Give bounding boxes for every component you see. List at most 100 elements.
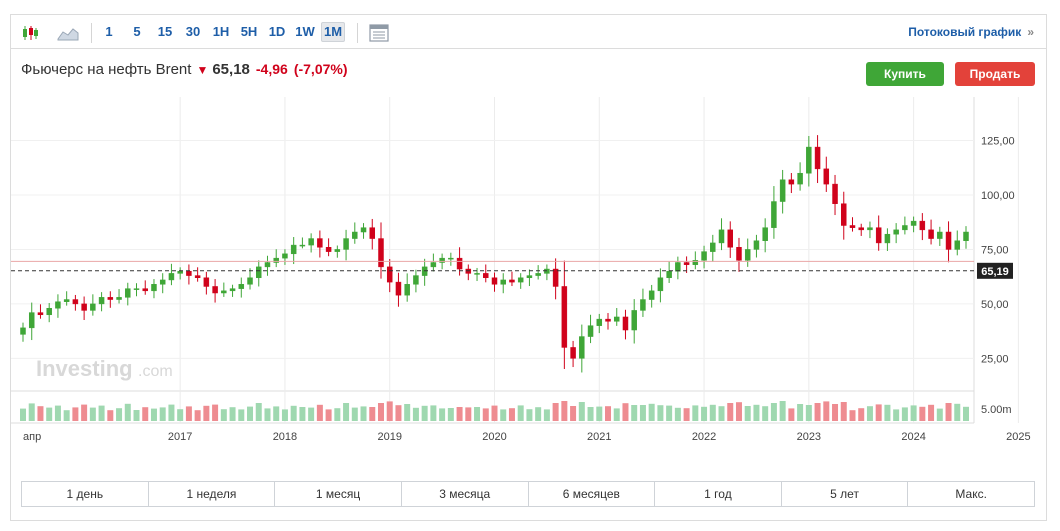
volume-bar [683, 408, 690, 421]
volume-bar [54, 405, 61, 421]
candle-body [386, 266, 393, 283]
candle-body [308, 238, 314, 246]
volume-bar [107, 410, 114, 421]
volume-bar [779, 401, 786, 421]
volume-bar [849, 410, 856, 421]
volume-bar [116, 408, 123, 421]
range-6m[interactable]: 6 месяцев [529, 482, 656, 506]
interval-5[interactable]: 5 [133, 24, 141, 39]
candle-body [491, 277, 498, 285]
range-1m[interactable]: 1 месяц [275, 482, 402, 506]
y-tick-label: 75,00 [981, 244, 1009, 256]
candlestick-chart-icon[interactable] [17, 21, 43, 45]
interval-1m[interactable]: 1M [321, 22, 345, 42]
interval-1[interactable]: 1 [105, 24, 113, 39]
volume-bar [884, 404, 891, 421]
streaming-chart-label: Потоковый график [908, 25, 1022, 39]
candle-body [177, 270, 183, 274]
candle-body [893, 229, 899, 235]
volume-bar [273, 406, 280, 421]
volume-bars [20, 401, 969, 421]
x-tick-label: 2018 [273, 431, 297, 443]
volume-bar [832, 404, 839, 421]
down-arrow-icon: ▼ [196, 63, 209, 77]
toolbar-divider [357, 23, 358, 43]
volume-bar [596, 406, 603, 421]
volume-bar [797, 404, 804, 421]
candle-body [317, 238, 323, 248]
volume-bar [561, 401, 568, 421]
candle-body [273, 257, 279, 263]
candle-body [945, 231, 952, 250]
volume-bar [46, 407, 53, 421]
candle-body [779, 179, 786, 202]
range-1d[interactable]: 1 день [22, 482, 149, 506]
candle-body [587, 325, 594, 337]
volume-bar [124, 403, 131, 421]
candle-body [902, 225, 908, 231]
candle-body [474, 273, 480, 275]
volume-bar [858, 408, 865, 421]
interval-1w[interactable]: 1W [295, 24, 315, 39]
volume-bar [281, 409, 288, 421]
candle-body [596, 318, 603, 326]
price-chart[interactable]: Investing .com 25,0050,0075,00100,00125,… [11, 15, 1046, 477]
candle-body [875, 227, 882, 244]
sell-button[interactable]: Продать [955, 62, 1035, 86]
volume-bar [412, 407, 419, 421]
volume-bar [238, 409, 245, 421]
volume-bar [168, 404, 175, 421]
volume-bar [386, 401, 393, 421]
volume-bar [866, 406, 873, 421]
candle-body [133, 288, 140, 290]
interval-30[interactable]: 30 [185, 24, 201, 39]
volume-bar [290, 405, 297, 421]
volume-bar [377, 403, 384, 421]
table-view-icon[interactable] [366, 21, 392, 45]
volume-bar [439, 408, 446, 421]
range-5y[interactable]: 5 лет [782, 482, 909, 506]
candle-body [753, 240, 760, 250]
x-axis-labels: апр 2017 2018 2019 2020 2021 2022 2023 2024 2025 [23, 431, 1031, 443]
candle-body [81, 303, 87, 311]
candle-body [710, 242, 716, 252]
volume-bar [351, 407, 358, 421]
y-axis-labels: 25,00 50,00 75,00 100,00 125,00 [981, 136, 1015, 366]
volume-bar [194, 410, 201, 421]
candle-body [797, 172, 803, 185]
candle-body [640, 299, 646, 311]
candle-body [404, 284, 410, 296]
y-tick-label: 25,00 [981, 353, 1009, 365]
candle-body [107, 297, 114, 300]
candle-body [910, 220, 917, 226]
candle-body [509, 279, 515, 283]
volume-bar [744, 406, 751, 421]
chart-toolbar: 1 5 15 30 1H 5H 1D 1W 1M Потоковый графи… [11, 15, 1046, 49]
volume-bar [308, 407, 315, 421]
interval-15[interactable]: 15 [157, 24, 173, 39]
interval-1d[interactable]: 1D [268, 24, 286, 39]
range-1y[interactable]: 1 год [655, 482, 782, 506]
candle-body [657, 277, 664, 292]
candle-body [963, 231, 969, 241]
y-tick-label: 125,00 [981, 136, 1015, 148]
range-max[interactable]: Макс. [955, 487, 987, 501]
volume-bar [639, 405, 646, 421]
interval-1h[interactable]: 1H [212, 24, 230, 39]
streaming-chart-link[interactable]: Потоковый график » [908, 25, 1034, 39]
volume-bar [919, 406, 926, 421]
candle-body [369, 227, 376, 239]
volume-bar [936, 408, 943, 421]
range-3m[interactable]: 3 месяца [402, 482, 529, 506]
area-chart-icon[interactable] [55, 21, 81, 45]
buy-button[interactable]: Купить [866, 62, 944, 86]
volume-bar [395, 405, 402, 421]
candle-body [483, 273, 489, 279]
candle-body [55, 301, 61, 309]
candle-body [395, 281, 402, 296]
volume-bar [674, 407, 681, 421]
range-1w[interactable]: 1 неделя [149, 482, 276, 506]
toolbar-divider [91, 23, 92, 43]
volume-bar [474, 407, 481, 421]
interval-5h[interactable]: 5H [240, 24, 258, 39]
